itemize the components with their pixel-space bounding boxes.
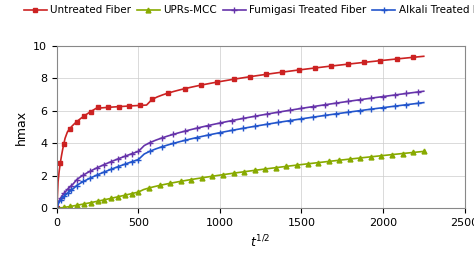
- Untreated Fiber: [54, 207, 60, 210]
- Legend: Untreated Fiber, UPRs-MCC, Fumigasi Treated Fiber, Alkali Treated Fiber: Untreated Fiber, UPRs-MCC, Fumigasi Trea…: [24, 5, 474, 15]
- UPRs-MCC: [178, 180, 183, 183]
- Fumigasi Treated Fiber: [200, 125, 205, 128]
- Fumigasi Treated Fiber: [421, 90, 427, 93]
- Fumigasi Treated Fiber: [84, 171, 90, 174]
- Alkali Treated Fiber: [293, 118, 299, 121]
- Line: Untreated Fiber: Untreated Fiber: [55, 54, 426, 211]
- Line: Alkali Treated Fiber: Alkali Treated Fiber: [54, 99, 427, 212]
- UPRs-MCC: [125, 193, 131, 196]
- Alkali Treated Fiber: [164, 144, 170, 147]
- UPRs-MCC: [421, 150, 427, 153]
- Untreated Fiber: [109, 106, 114, 109]
- Fumigasi Treated Fiber: [54, 207, 60, 210]
- UPRs-MCC: [118, 195, 124, 198]
- Untreated Fiber: [79, 117, 84, 120]
- Fumigasi Treated Fiber: [164, 135, 170, 138]
- UPRs-MCC: [173, 181, 178, 184]
- Fumigasi Treated Fiber: [293, 108, 299, 111]
- Line: UPRs-MCC: UPRs-MCC: [55, 149, 426, 211]
- UPRs-MCC: [246, 169, 252, 172]
- Fumigasi Treated Fiber: [125, 154, 131, 157]
- Untreated Fiber: [334, 64, 340, 67]
- Alkali Treated Fiber: [63, 193, 69, 196]
- Untreated Fiber: [421, 55, 427, 58]
- UPRs-MCC: [54, 207, 60, 210]
- X-axis label: $t^{1/2}$: $t^{1/2}$: [250, 234, 271, 250]
- Line: Fumigasi Treated Fiber: Fumigasi Treated Fiber: [54, 88, 427, 212]
- Alkali Treated Fiber: [54, 207, 60, 210]
- UPRs-MCC: [310, 162, 316, 165]
- Untreated Fiber: [90, 109, 96, 112]
- Alkali Treated Fiber: [125, 162, 131, 165]
- Alkali Treated Fiber: [200, 135, 205, 138]
- Untreated Fiber: [149, 98, 155, 101]
- Fumigasi Treated Fiber: [63, 190, 69, 193]
- Alkali Treated Fiber: [84, 178, 90, 181]
- Y-axis label: hmax: hmax: [15, 109, 27, 145]
- Alkali Treated Fiber: [421, 101, 427, 104]
- Untreated Fiber: [187, 86, 193, 89]
